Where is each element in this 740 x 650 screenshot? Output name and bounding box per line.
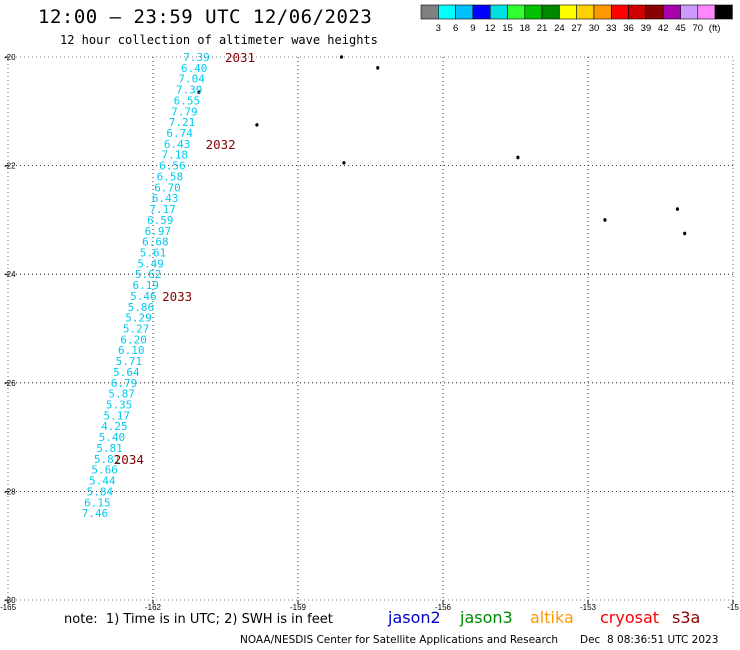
island-mark <box>197 90 201 95</box>
colorbar-tick-label: 36 <box>623 23 634 34</box>
wave-height-label: 5.35 <box>106 399 133 412</box>
wave-height-label: 5.44 <box>89 475 116 488</box>
wave-height-label: 6.10 <box>118 344 145 357</box>
island-mark <box>683 231 687 236</box>
colorbar-tick-label: 3 <box>436 23 441 34</box>
wave-height-label: 7.04 <box>178 73 205 86</box>
colorbar-tick-label: 9 <box>470 23 475 34</box>
wave-height-label: 7.46 <box>82 507 109 520</box>
wave-height-label: 7.39 <box>176 84 203 97</box>
colorbar-tick-label: 30 <box>589 23 600 34</box>
colorbar-tick-label: 24 <box>554 23 565 34</box>
colorbar-tick-label: 21 <box>537 23 548 34</box>
wave-height-label: 5.27 <box>123 323 150 336</box>
lat-tick-label: -28 <box>4 487 16 496</box>
wave-height-label: 5.81 <box>96 442 123 455</box>
island-mark <box>255 123 259 127</box>
footer-note: note: 1) Time is in UTC; 2) SWH is in fe… <box>64 612 333 627</box>
wave-height-label: 7.21 <box>169 116 196 129</box>
colorbar-tick-label: 6 <box>453 23 458 34</box>
lon-tick-label: -153 <box>580 603 597 612</box>
wave-height-label: 6.59 <box>147 214 174 227</box>
wave-height-label: 5.81 <box>94 453 121 466</box>
colorbar-tick-label: 45 <box>675 23 686 34</box>
colorbar-tick-label: 33 <box>606 23 617 34</box>
colorbar-unit: (ft) <box>709 23 721 34</box>
wave-height-label: 6.43 <box>152 192 179 205</box>
wave-height-label: 5.49 <box>137 257 164 270</box>
lon-tick-label: -159 <box>290 603 307 612</box>
timestamp: Dec 8 08:36:51 UTC 2023 <box>580 634 719 646</box>
wave-height-label: 6.79 <box>111 377 138 390</box>
pass-time-label: 2032 <box>206 137 236 152</box>
wave-height-label: 5.61 <box>140 246 167 259</box>
wave-height-label: 5.40 <box>99 431 126 444</box>
wave-height-label: 5.29 <box>125 312 152 325</box>
wave-height-label: 6.43 <box>164 138 191 151</box>
lon-tick-label: -165 <box>0 603 17 612</box>
wave-height-label: 6.15 <box>84 496 111 509</box>
colorbar-tick-label: 18 <box>520 23 531 34</box>
wave-height-label: 5.71 <box>116 355 143 368</box>
wave-height-label: 5.62 <box>135 268 162 281</box>
island-mark <box>516 155 520 160</box>
island-mark <box>675 207 680 211</box>
mission-cryosat: cryosat <box>600 608 660 627</box>
wave-height-label: 7.79 <box>171 105 198 118</box>
colorbar-tick-label: 70 <box>693 23 704 34</box>
wave-height-label: 6.40 <box>181 62 208 75</box>
wave-height-label: 4.25 <box>101 420 128 433</box>
wave-height-label: 6.55 <box>174 94 201 107</box>
page-title: 12:00 — 23:59 UTC 12/06/2023 <box>38 6 373 28</box>
wave-height-label: 6.74 <box>166 127 193 140</box>
pass-time-label: 2033 <box>162 289 192 304</box>
wave-height-label: 7.17 <box>149 203 176 216</box>
island-mark <box>339 55 344 59</box>
colorbar-tick-label: 27 <box>571 23 582 34</box>
wave-height-label: 6.97 <box>145 225 172 238</box>
mission-jason2: jason2 <box>388 608 441 627</box>
pass-time-label: 2031 <box>225 50 255 65</box>
wave-height-label: 5.64 <box>113 366 140 379</box>
lon-tick-label: -156 <box>435 603 452 612</box>
lat-tick-label: -30 <box>4 596 16 605</box>
wave-height-label: 5.84 <box>87 485 114 498</box>
wave-height-label: 6.20 <box>120 333 147 346</box>
colorbar-tick-label: 15 <box>502 23 513 34</box>
wave-height-label: 5.46 <box>130 290 157 303</box>
wave-height-label: 7.39 <box>183 51 210 64</box>
lat-tick-label: -22 <box>4 162 16 171</box>
colorbar-tick-label: 42 <box>658 23 669 34</box>
wave-height-label: 6.19 <box>133 279 160 292</box>
lat-tick-label: -20 <box>4 53 16 62</box>
wave-height-label: 5.17 <box>104 409 131 422</box>
colorbar-tick-label: 12 <box>485 23 496 34</box>
lat-tick-label: -26 <box>4 379 16 388</box>
wave-height-label: 6.70 <box>154 181 181 194</box>
wave-height-label: 6.68 <box>142 236 169 249</box>
wave-height-colorbar: 3 6 9 12 15 18 21 24 27 30 33 36 39 42 45 70 (ft) <box>420 4 733 34</box>
page-subtitle: 12 hour collection of altimeter wave hei… <box>60 33 378 47</box>
island-mark <box>603 218 607 222</box>
wave-height-label: 5.87 <box>108 388 135 401</box>
lon-tick-label: -15 <box>727 603 739 612</box>
island-mark <box>376 66 380 70</box>
lon-tick-label: -162 <box>145 603 162 612</box>
mission-altika: altika <box>530 608 574 627</box>
wave-height-label: 6.58 <box>157 170 184 183</box>
map-frame <box>7 56 734 601</box>
wave-height-label: 5.66 <box>91 464 118 477</box>
lat-tick-label: -24 <box>4 270 16 279</box>
island-mark <box>342 161 346 165</box>
mission-s3a: s3a <box>672 608 701 627</box>
credit-line: NOAA/NESDIS Center for Satellite Applica… <box>240 634 558 646</box>
wave-height-label: 5.86 <box>128 301 155 314</box>
colorbar-tick-label: 39 <box>641 23 652 34</box>
wave-height-label: 6.56 <box>159 160 186 173</box>
mission-jason3: jason3 <box>460 608 513 627</box>
pass-time-label: 2034 <box>114 452 144 467</box>
wave-height-label: 7.18 <box>162 149 189 162</box>
colorbar-swatch <box>714 4 733 20</box>
